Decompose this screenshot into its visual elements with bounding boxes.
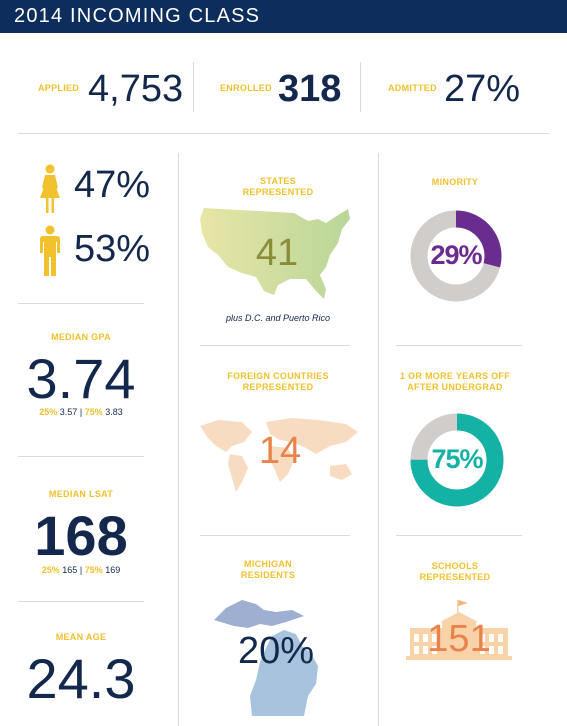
gpa-p25-value: 3.57 — [59, 407, 78, 417]
michigan-residents-label: MICHIGAN RESIDENTS — [240, 559, 296, 580]
lsat-p25-value: 165 — [62, 565, 78, 575]
divider — [193, 62, 194, 112]
enrolled-label: ENROLLED — [220, 83, 272, 93]
divider — [18, 133, 549, 134]
schools-value: 151 — [427, 618, 491, 660]
foreign-countries-label: FOREIGN COUNTRIES REPRESENTED — [227, 371, 329, 392]
female-icon — [40, 164, 60, 213]
divider — [200, 535, 350, 536]
female-percent: 47% — [74, 164, 151, 206]
years-off-donut-chart — [410, 413, 504, 507]
median-gpa-label: MEDIAN GPA — [51, 332, 111, 342]
enrolled-value: 318 — [278, 68, 342, 110]
admitted-label: ADMITTED — [388, 83, 437, 93]
gpa-p75-label: 75% — [84, 407, 103, 417]
divider — [18, 601, 144, 602]
applied-value: 4,753 — [88, 68, 184, 110]
minority-value: 29% — [430, 240, 482, 270]
lsat-separator: | — [79, 565, 83, 575]
foreign-countries-value: 14 — [258, 430, 302, 472]
male-icon — [40, 225, 60, 276]
states-value: 41 — [255, 232, 299, 274]
states-note: plus D.C. and Puerto Rico — [225, 313, 331, 323]
divider — [378, 153, 379, 726]
median-gpa-value: 3.74 — [26, 347, 136, 410]
schools-label: SCHOOLS REPRESENTED — [419, 561, 491, 582]
years-off-ring-fill — [410, 413, 504, 507]
states-label: STATES REPRESENTED — [242, 176, 314, 197]
mean-age-value: 24.3 — [26, 647, 136, 710]
median-lsat-label: MEDIAN LSAT — [48, 489, 114, 499]
median-lsat-value: 168 — [34, 504, 128, 567]
divider — [18, 456, 144, 457]
years-off-value: 75% — [431, 444, 483, 474]
michigan-residents-value: 20% — [237, 630, 315, 672]
admitted-value: 27% — [444, 68, 521, 110]
divider — [396, 535, 522, 536]
lsat-p25-label: 25% — [41, 565, 60, 575]
lsat-p75-label: 75% — [84, 565, 103, 575]
applied-label: APPLIED — [38, 83, 80, 93]
usa-map-icon — [200, 208, 350, 299]
lsat-quartiles: 25% 165 | 75% 169 — [18, 565, 144, 575]
minority-ring-fill — [410, 210, 502, 302]
divider — [360, 62, 361, 112]
world-map-icon — [200, 418, 358, 492]
gpa-p75-value: 3.83 — [105, 407, 123, 417]
michigan-map-icon — [214, 600, 318, 716]
years-off-label: 1 OR MORE YEARS OFF AFTER UNDERGRAD — [399, 371, 511, 392]
mean-age-label: MEAN AGE — [55, 632, 107, 642]
divider — [18, 303, 144, 304]
page-title: 2014 INCOMING CLASS — [14, 5, 261, 27]
minority-label: MINORITY — [431, 177, 479, 187]
minority-donut-chart — [410, 210, 502, 302]
school-building-icon — [406, 600, 512, 660]
divider — [200, 345, 350, 346]
gpa-quartiles: 25% 3.57 | 75% 3.83 — [18, 407, 144, 417]
lsat-p75-value: 169 — [105, 565, 121, 575]
gpa-separator: | — [79, 407, 83, 417]
male-percent: 53% — [74, 228, 151, 270]
header-bar — [0, 0, 567, 33]
divider — [178, 153, 179, 726]
divider — [396, 345, 522, 346]
gpa-p25-label: 25% — [39, 407, 58, 417]
